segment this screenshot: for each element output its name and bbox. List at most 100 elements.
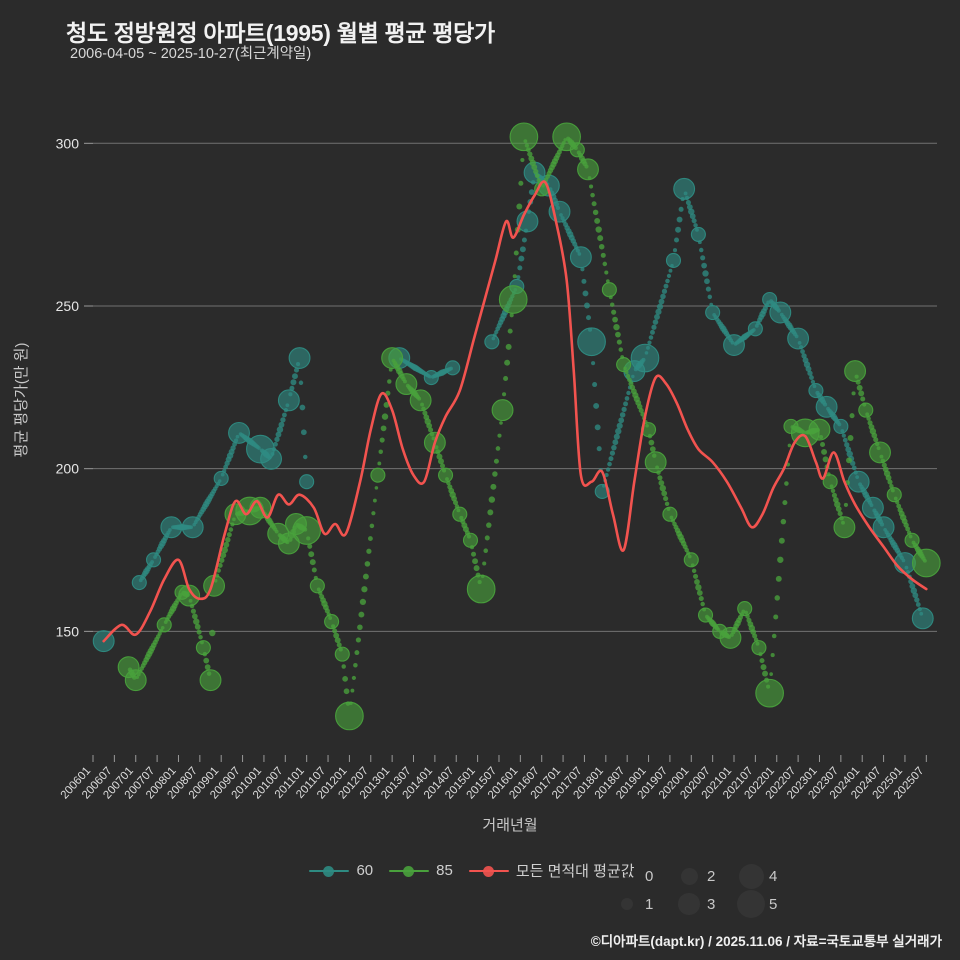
trail-dot xyxy=(343,688,350,695)
data-bubble[interactable] xyxy=(299,474,315,490)
trail-dot xyxy=(590,192,595,198)
data-bubble[interactable] xyxy=(334,646,350,662)
trail-dot xyxy=(693,223,698,228)
trail-dot xyxy=(333,632,340,639)
data-bubble[interactable] xyxy=(858,402,874,418)
data-bubble[interactable] xyxy=(869,441,891,464)
data-bubble[interactable] xyxy=(644,451,667,474)
data-bubble[interactable] xyxy=(833,418,849,434)
trail-dot xyxy=(600,252,606,258)
trail-dot xyxy=(773,614,779,620)
trail-dot xyxy=(774,595,780,601)
data-bubble[interactable] xyxy=(665,252,682,268)
data-bubble[interactable] xyxy=(723,334,745,356)
data-bubble[interactable] xyxy=(491,399,514,422)
data-bubble[interactable] xyxy=(213,470,229,486)
data-bubble[interactable] xyxy=(673,177,696,200)
data-bubble[interactable] xyxy=(616,357,632,373)
data-bubble[interactable] xyxy=(395,373,418,396)
trail-dot xyxy=(290,379,297,386)
trail-dot xyxy=(198,634,203,640)
data-bubble[interactable] xyxy=(808,418,831,441)
data-bubble[interactable] xyxy=(199,669,222,692)
data-bubble[interactable] xyxy=(309,578,325,594)
data-bubble[interactable] xyxy=(131,575,147,591)
data-bubble[interactable] xyxy=(697,607,714,623)
data-bubble[interactable] xyxy=(569,142,585,158)
data-bubble[interactable] xyxy=(462,532,479,548)
data-bubble[interactable] xyxy=(683,552,699,568)
data-bubble[interactable] xyxy=(911,607,934,630)
legend-item-모든 면적대 평균값[interactable]: 모든 면적대 평균값 xyxy=(468,860,635,881)
data-bubble[interactable] xyxy=(156,617,172,633)
data-bubble[interactable] xyxy=(145,552,162,568)
data-bubble[interactable] xyxy=(769,301,792,324)
data-bubble[interactable] xyxy=(737,601,753,617)
data-bubble[interactable] xyxy=(569,246,592,269)
data-bubble[interactable] xyxy=(690,226,706,242)
y-tick-label-3: 300 xyxy=(56,135,80,151)
data-bubble[interactable] xyxy=(808,383,824,399)
data-bubble[interactable] xyxy=(872,516,895,539)
data-bubble[interactable] xyxy=(755,678,784,708)
trail-dot xyxy=(275,431,282,438)
data-bubble[interactable] xyxy=(124,669,147,692)
data-bubble[interactable] xyxy=(787,327,810,350)
data-bubble[interactable] xyxy=(815,395,838,418)
data-bubble[interactable] xyxy=(438,467,454,483)
trail-dot xyxy=(616,339,622,345)
data-bubble[interactable] xyxy=(630,343,660,373)
legend-item-60[interactable]: 60 xyxy=(309,862,373,879)
trail-dot xyxy=(273,441,278,447)
data-bubble[interactable] xyxy=(705,304,721,321)
data-bubble[interactable] xyxy=(822,474,838,490)
data-bubble[interactable] xyxy=(601,282,617,298)
data-bubble[interactable] xyxy=(381,347,404,370)
data-bubble[interactable] xyxy=(751,640,767,656)
data-bubble[interactable] xyxy=(844,360,867,383)
legend-item-85[interactable]: 85 xyxy=(389,862,453,879)
data-bubble[interactable] xyxy=(181,516,204,539)
data-bubble[interactable] xyxy=(292,516,322,545)
data-bubble[interactable] xyxy=(911,548,941,578)
data-bubble[interactable] xyxy=(861,496,884,519)
data-bubble[interactable] xyxy=(484,334,500,350)
data-bubble[interactable] xyxy=(288,347,311,370)
data-bubble[interactable] xyxy=(662,506,678,522)
trail-dot xyxy=(336,642,342,648)
data-bubble[interactable] xyxy=(886,487,902,503)
data-bubble[interactable] xyxy=(160,516,183,539)
data-bubble[interactable] xyxy=(466,574,496,604)
trail-dot xyxy=(837,511,843,517)
data-bubble[interactable] xyxy=(277,389,300,412)
data-bubble[interactable] xyxy=(260,447,283,470)
data-bubble[interactable] xyxy=(277,532,300,555)
data-bubble[interactable] xyxy=(833,516,856,539)
data-bubble[interactable] xyxy=(719,626,742,649)
data-bubble[interactable] xyxy=(577,327,606,357)
data-bubble[interactable] xyxy=(747,321,763,337)
data-bubble[interactable] xyxy=(509,122,539,152)
trail-dot xyxy=(627,377,632,383)
trail-dot xyxy=(531,164,538,171)
data-bubble[interactable] xyxy=(904,532,920,548)
data-bubble[interactable] xyxy=(324,614,340,630)
trail-dot xyxy=(216,568,221,573)
data-bubble[interactable] xyxy=(370,467,386,483)
data-bubble[interactable] xyxy=(452,506,468,522)
data-bubble[interactable] xyxy=(195,640,211,656)
data-bubble[interactable] xyxy=(847,470,870,493)
data-bubble[interactable] xyxy=(423,370,439,386)
data-bubble[interactable] xyxy=(762,291,778,308)
data-bubble[interactable] xyxy=(178,584,201,607)
trail-dot xyxy=(619,412,626,418)
trail-dot xyxy=(705,286,711,292)
data-bubble[interactable] xyxy=(445,360,461,376)
data-bubble[interactable] xyxy=(228,421,250,444)
data-bubble[interactable] xyxy=(498,285,528,314)
data-bubble[interactable] xyxy=(577,158,599,181)
data-bubble[interactable] xyxy=(409,389,432,412)
data-bubble[interactable] xyxy=(335,701,364,731)
trail-dot xyxy=(770,653,775,658)
trail-dot xyxy=(300,429,307,436)
